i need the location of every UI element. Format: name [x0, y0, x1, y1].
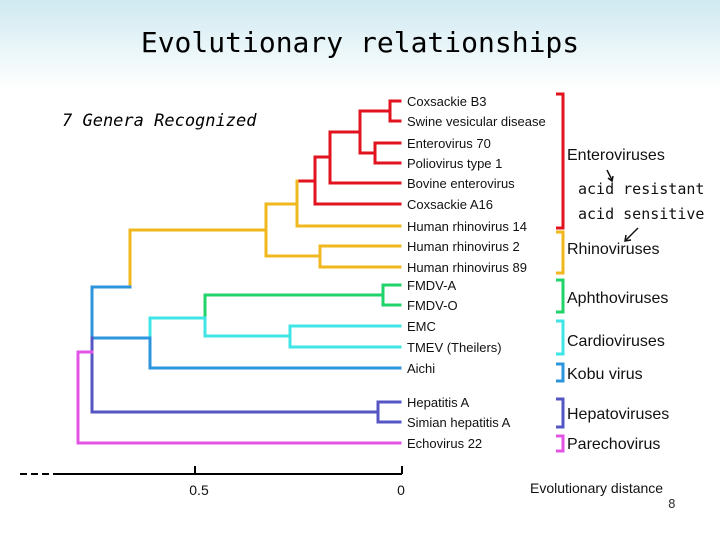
cardiovirus-bracket [556, 319, 565, 356]
taxon-label: Human rhinovirus 2 [407, 239, 520, 254]
axis-title: Evolutionary distance [530, 480, 663, 496]
taxon-label: Coxsackie A16 [407, 197, 493, 212]
arrowhead-icon [624, 234, 632, 242]
acid-sensitive-label: acid sensitive [578, 205, 704, 223]
taxon-label: EMC [407, 319, 436, 334]
taxon-label: Poliovirus type 1 [407, 156, 502, 171]
axis-tick-label: 0 [397, 482, 405, 498]
title-band [0, 0, 720, 90]
slide-subtitle: 7 Genera Recognized [62, 111, 257, 131]
taxon-label: Human rhinovirus 14 [407, 219, 527, 234]
aphthovirus-clade-branches [203, 283, 402, 320]
taxon-label: Enterovirus 70 [407, 136, 491, 151]
taxon-label: Bovine enterovirus [407, 176, 515, 191]
taxon-label: Swine vesicular disease [407, 114, 546, 129]
parechovirus-bracket [556, 434, 565, 453]
taxon-label: Human rhinovirus 89 [407, 260, 527, 275]
hepatovirus-bracket [556, 397, 565, 429]
taxon-label: Aichi [407, 361, 435, 376]
taxon-label: Echovirus 22 [407, 436, 482, 451]
genus-label-cardioviruses: Cardioviruses [567, 333, 665, 350]
enterovirus-bracket [556, 92, 565, 230]
slide-number: 8 [668, 497, 676, 511]
slide-title: Evolutionary relationships [140, 26, 580, 59]
rhinovirus-bracket [556, 230, 565, 275]
aphthovirus-bracket [556, 278, 565, 314]
arrow-to-rhinoviruses-icon [625, 227, 639, 241]
parechovirus-clade-branches [76, 350, 402, 445]
taxon-label: Hepatitis A [407, 395, 469, 410]
axis-tick-label: 0.5 [189, 482, 209, 498]
genus-label-enteroviruses: Enteroviruses [567, 147, 665, 164]
acid-resistant-label: acid resistant [578, 180, 704, 198]
enterovirus-clade-branches [295, 99, 402, 206]
kobuvirus-clade-branches [90, 285, 402, 370]
cardiovirus-clade-branches [148, 316, 402, 349]
taxon-label: FMDV-A [407, 278, 456, 293]
rhinovirus-clade-branches [128, 179, 402, 289]
distance-axis [20, 466, 403, 475]
genus-label-aphthoviruses: Aphthoviruses [567, 290, 668, 307]
genus-label-kobu-virus: Kobu virus [567, 366, 643, 383]
taxon-label: FMDV-O [407, 298, 458, 313]
kobuvirus-bracket [556, 362, 565, 383]
taxon-label: Coxsackie B3 [407, 94, 486, 109]
taxon-label: TMEV (Theilers) [407, 340, 502, 355]
taxon-label: Simian hepatitis A [407, 415, 511, 430]
genus-label-hepatoviruses: Hepatoviruses [567, 406, 669, 423]
arrowhead-icon [607, 175, 614, 183]
hepatovirus-clade-branches [90, 336, 402, 424]
arrow-to-enteroviruses-icon [606, 169, 613, 181]
genus-label-rhinoviruses: Rhinoviruses [567, 241, 659, 258]
genus-label-parechovirus: Parechovirus [567, 436, 660, 453]
